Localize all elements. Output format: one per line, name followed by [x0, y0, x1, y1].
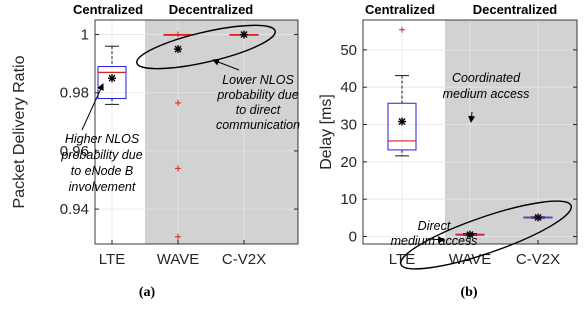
- mean-stroke: [534, 213, 542, 221]
- annotation-arrow: [81, 83, 104, 131]
- x-tick-label: WAVE: [157, 251, 200, 268]
- annotation-text: Higher NLOS: [65, 132, 140, 146]
- y-tick-label: 20: [340, 154, 357, 171]
- y-axis-label: Delay [ms]: [318, 94, 335, 170]
- outlier-marker: [399, 26, 405, 33]
- panel-label: (a): [139, 285, 156, 300]
- chart-panel-a: 0.94 0.96 0.98 1 LTE WAVE C-V2X Packet Delivery…: [11, 2, 300, 300]
- mean-stroke: [466, 231, 474, 239]
- boxplot-group: [387, 26, 553, 239]
- mean-marker: [174, 45, 182, 54]
- outlier-marker: [175, 99, 181, 106]
- annotation: Coordinated medium access: [443, 71, 530, 101]
- mean-stroke: [240, 31, 248, 39]
- mean-marker: [534, 213, 542, 222]
- region-label-centralized: Centralized: [73, 2, 143, 17]
- annotation-text: Coordinated: [452, 71, 521, 85]
- outlier-marker: [175, 31, 181, 38]
- y-tick-label: 40: [340, 79, 357, 96]
- annotation: Higher NLOS probability due to eNode B invo…: [60, 132, 142, 194]
- y-tick-label: 50: [340, 42, 357, 59]
- annotation-arrow: [212, 58, 240, 71]
- box-iqr: [387, 102, 417, 151]
- annotation-arrow: [429, 236, 445, 244]
- box-wave: [163, 31, 193, 240]
- mean-stroke: [174, 45, 182, 53]
- annotation-arrow: [468, 111, 476, 123]
- annotation-text: Direct: [418, 219, 451, 233]
- box-iqr: [97, 66, 127, 100]
- outlier-marker: [175, 165, 181, 172]
- annotation-text: Lower NLOS: [222, 73, 294, 87]
- box-c-v2x: [229, 30, 259, 39]
- decentralized-shade: [145, 20, 298, 244]
- panel-label: (b): [460, 285, 477, 300]
- mean-stroke: [108, 74, 116, 82]
- mean-stroke: [398, 118, 406, 126]
- annotation-ellipse: [400, 200, 572, 270]
- x-tick-label: C-V2X: [222, 251, 266, 268]
- box-lte: [97, 45, 127, 105]
- box-lte: [387, 26, 417, 157]
- y-tick-label: 10: [340, 191, 357, 208]
- y-tick-label: 30: [340, 117, 357, 134]
- annotation-text: probability due: [216, 88, 298, 102]
- y-axis-label: Packet Delivery Ratio: [11, 55, 28, 208]
- annotation-text: medium access: [391, 234, 478, 248]
- annotation-text: involvement: [69, 180, 136, 194]
- y-tick-label: 0.94: [60, 201, 89, 218]
- mean-marker: [466, 230, 474, 239]
- y-tick-label: 0.98: [60, 85, 89, 102]
- annotation-text: medium access: [443, 87, 530, 101]
- decentralized-shade: [445, 20, 577, 244]
- annotation-text: to direct: [236, 103, 281, 117]
- box-wave: [455, 230, 485, 239]
- axes-frame: [94, 19, 299, 245]
- x-tick-label: LTE: [99, 251, 125, 268]
- region-label-decentralized: Decentralized: [473, 2, 558, 17]
- mean-marker: [240, 30, 248, 39]
- x-tick-label: C-V2X: [516, 251, 560, 268]
- outlier-marker: [175, 233, 181, 240]
- annotation-ellipse: [136, 24, 276, 70]
- mean-marker: [398, 117, 406, 126]
- y-tick-label: 1: [81, 27, 89, 44]
- region-label-centralized: Centralized: [365, 2, 435, 17]
- y-tick-label: 0: [349, 229, 357, 246]
- annotation-text: probability due: [60, 148, 142, 162]
- region-label-decentralized: Decentralized: [169, 2, 254, 17]
- mean-marker: [108, 74, 116, 83]
- y-tick-label: 0.96: [60, 143, 89, 160]
- annotation-text: to eNode B: [71, 164, 134, 178]
- boxplot-group: [97, 30, 259, 240]
- annotation-text: communication: [216, 118, 300, 132]
- box-c-v2x: [523, 213, 553, 222]
